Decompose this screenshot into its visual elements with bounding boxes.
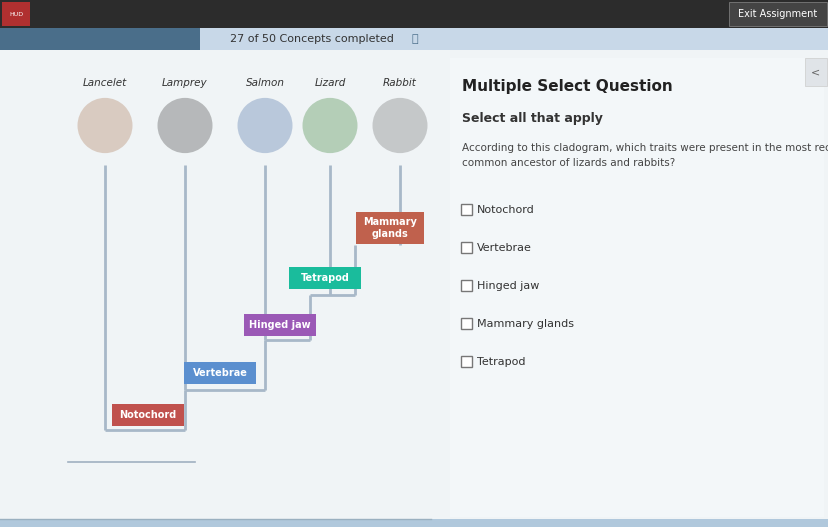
Ellipse shape bbox=[157, 98, 212, 153]
FancyBboxPatch shape bbox=[0, 50, 828, 527]
FancyBboxPatch shape bbox=[728, 2, 826, 26]
FancyBboxPatch shape bbox=[243, 314, 315, 336]
Text: Notochord: Notochord bbox=[119, 410, 176, 420]
Text: Rabbit: Rabbit bbox=[383, 78, 416, 88]
Text: According to this cladogram, which traits were present in the most recent
common: According to this cladogram, which trait… bbox=[461, 143, 828, 168]
Text: Lancelet: Lancelet bbox=[83, 78, 127, 88]
FancyBboxPatch shape bbox=[0, 519, 828, 527]
FancyBboxPatch shape bbox=[460, 356, 471, 367]
FancyBboxPatch shape bbox=[450, 58, 823, 517]
Text: 27 of 50 Concepts completed: 27 of 50 Concepts completed bbox=[229, 34, 393, 44]
Text: Mammary
glands: Mammary glands bbox=[363, 217, 416, 239]
FancyBboxPatch shape bbox=[112, 404, 184, 426]
Ellipse shape bbox=[237, 98, 292, 153]
FancyBboxPatch shape bbox=[460, 242, 471, 253]
Ellipse shape bbox=[302, 98, 357, 153]
Text: ⓘ: ⓘ bbox=[412, 34, 418, 44]
FancyBboxPatch shape bbox=[460, 280, 471, 291]
Text: HUD: HUD bbox=[9, 12, 23, 16]
Text: Hinged jaw: Hinged jaw bbox=[249, 320, 310, 330]
Ellipse shape bbox=[77, 98, 132, 153]
Text: Select all that apply: Select all that apply bbox=[461, 112, 602, 124]
FancyBboxPatch shape bbox=[0, 0, 828, 28]
FancyBboxPatch shape bbox=[804, 58, 826, 86]
Text: Salmon: Salmon bbox=[245, 78, 284, 88]
Text: Tetrapod: Tetrapod bbox=[476, 357, 525, 367]
Text: Notochord: Notochord bbox=[476, 205, 534, 215]
Text: Multiple Select Question: Multiple Select Question bbox=[461, 79, 672, 93]
FancyBboxPatch shape bbox=[0, 28, 828, 50]
Text: Mammary glands: Mammary glands bbox=[476, 319, 573, 329]
Text: Lamprey: Lamprey bbox=[162, 78, 208, 88]
Text: Exit Assignment: Exit Assignment bbox=[738, 9, 816, 19]
Text: Hinged jaw: Hinged jaw bbox=[476, 281, 539, 291]
FancyBboxPatch shape bbox=[2, 2, 30, 26]
Text: Vertebrae: Vertebrae bbox=[192, 368, 247, 378]
FancyBboxPatch shape bbox=[289, 267, 360, 289]
FancyBboxPatch shape bbox=[0, 28, 200, 50]
FancyBboxPatch shape bbox=[184, 362, 256, 384]
Ellipse shape bbox=[372, 98, 427, 153]
Text: Vertebrae: Vertebrae bbox=[476, 243, 532, 253]
FancyBboxPatch shape bbox=[460, 204, 471, 215]
Text: Tetrapod: Tetrapod bbox=[301, 273, 349, 283]
FancyBboxPatch shape bbox=[460, 318, 471, 329]
Text: <: < bbox=[811, 67, 820, 77]
Text: Lizard: Lizard bbox=[314, 78, 345, 88]
FancyBboxPatch shape bbox=[355, 212, 423, 244]
